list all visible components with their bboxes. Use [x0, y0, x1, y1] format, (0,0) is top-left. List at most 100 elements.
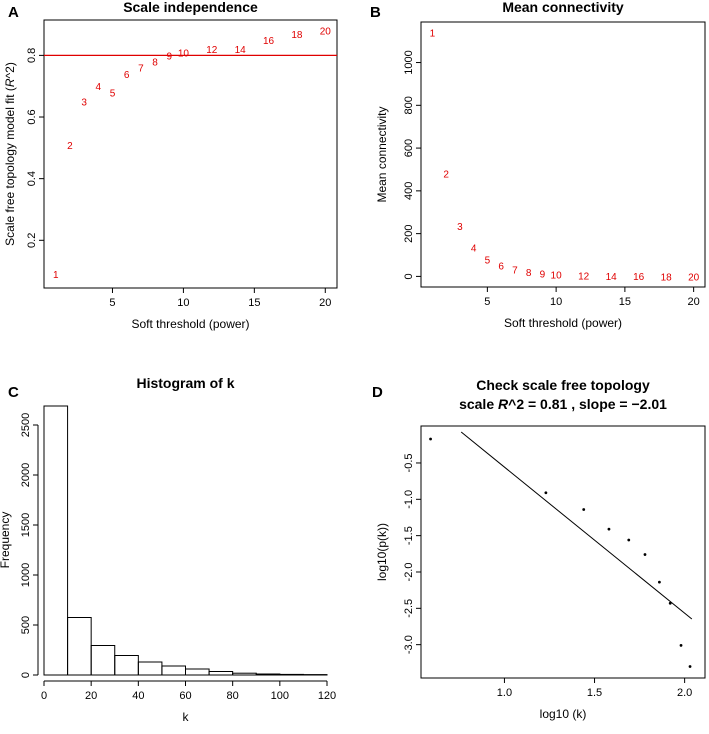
data-point: [688, 665, 692, 668]
power-label: 4: [471, 244, 477, 255]
y-tick-label: 600: [403, 139, 415, 157]
chart-subtitle: scale R^2 = 0.81 , slope = −2.01: [459, 396, 667, 412]
histogram-bar: [185, 668, 210, 676]
power-label: 3: [81, 98, 87, 109]
power-label: 4: [96, 82, 102, 93]
y-tick-label: 500: [20, 616, 32, 634]
panel-letter: D: [372, 384, 383, 401]
y-tick-label: 0: [403, 273, 415, 279]
y-axis-label: Frequency: [0, 512, 12, 569]
panel-letter: B: [370, 4, 381, 21]
y-tick-label: 2500: [20, 413, 32, 437]
x-tick-label: 15: [619, 296, 631, 308]
y-tick-label: -0.5: [403, 453, 415, 472]
power-label: 14: [606, 272, 618, 283]
power-label: 5: [110, 88, 116, 99]
histogram-bar: [43, 405, 69, 676]
histogram-bar: [67, 617, 92, 676]
histogram-bar: [90, 645, 116, 676]
x-tick-label: 1.5: [587, 687, 602, 699]
y-tick-label: 1000: [403, 50, 415, 74]
power-label: 2: [443, 170, 449, 181]
x-tick-label: 20: [688, 296, 700, 308]
data-point: [607, 527, 611, 531]
data-point: [582, 508, 586, 511]
y-tick-label: -3.0: [403, 635, 415, 654]
power-label: 18: [661, 272, 673, 283]
chart-title: Histogram of k: [136, 375, 234, 391]
text-part: ^2 = 0.81 , slope = −2.01: [508, 396, 667, 412]
chart-title: Check scale free topology: [476, 377, 650, 393]
plot-frame: [420, 425, 706, 679]
x-tick-label: 120: [318, 690, 336, 702]
y-tick-label: 0.4: [26, 171, 38, 186]
power-label: 10: [551, 271, 563, 282]
data-point: [643, 553, 647, 556]
power-label: 12: [206, 45, 218, 56]
data-point: [544, 491, 548, 495]
plot-frame: [420, 21, 706, 288]
power-label: 2: [67, 141, 73, 152]
x-axis-label: log10 (k): [540, 707, 587, 721]
y-tick-label: 0: [20, 672, 32, 678]
y-axis-label: log10(p(k)): [375, 523, 389, 581]
x-tick-label: 20: [85, 690, 97, 702]
y-tick-label: 0.8: [26, 48, 38, 63]
power-label: 16: [633, 272, 645, 283]
text-part: scale: [459, 396, 498, 412]
y-tick-label: -2.0: [403, 563, 415, 582]
power-label: 3: [457, 222, 463, 233]
x-tick-label: 0: [41, 690, 47, 702]
x-axis-label: Soft threshold (power): [504, 316, 622, 330]
italic-r: R: [498, 396, 509, 412]
power-label: 16: [263, 36, 275, 47]
x-tick-label: 2.0: [677, 687, 692, 699]
panel-d: D Check scale free topology scale R^2 = 0.…: [372, 377, 706, 721]
x-tick-label: 10: [550, 296, 562, 308]
y-tick-label: 0.6: [26, 109, 38, 124]
data-point: [627, 538, 631, 542]
power-label: 20: [688, 272, 700, 283]
power-label: 9: [166, 51, 172, 62]
histogram-bar: [279, 673, 304, 676]
plot-frame: [43, 19, 338, 289]
power-label: 6: [498, 262, 504, 273]
histogram-bar: [161, 665, 187, 676]
chart-title: Scale independence: [123, 0, 258, 15]
histogram-bar: [114, 655, 139, 676]
histogram-bar: [255, 673, 281, 676]
power-label: 14: [235, 45, 247, 56]
y-axis-label: Scale free topology model fit (R^2): [3, 62, 17, 246]
power-label: 1: [53, 270, 59, 281]
y-tick-label: -2.5: [403, 599, 415, 618]
y-tick-label: 1500: [20, 513, 32, 537]
x-tick-label: 20: [319, 297, 331, 309]
x-tick-label: 5: [484, 296, 490, 308]
power-label: 1: [430, 29, 436, 40]
data-point: [429, 437, 432, 441]
power-label: 9: [540, 270, 546, 281]
power-label: 5: [485, 255, 491, 266]
x-axis-label: k: [183, 710, 190, 724]
x-tick-label: 40: [132, 690, 144, 702]
y-tick-label: 400: [403, 182, 415, 200]
power-label: 7: [138, 64, 144, 75]
x-tick-label: 60: [179, 690, 191, 702]
histogram-bar: [208, 671, 234, 676]
power-label: 8: [526, 268, 532, 279]
histogram-bar: [232, 672, 257, 676]
power-label: 8: [152, 58, 158, 69]
power-label: 20: [320, 27, 332, 38]
y-tick-label: 200: [403, 224, 415, 242]
y-tick-label: 0.2: [26, 233, 38, 248]
x-tick-label: 5: [109, 297, 115, 309]
text-part: ^2): [3, 62, 17, 78]
power-label: 10: [178, 48, 190, 59]
x-tick-label: 15: [248, 297, 260, 309]
y-tick-label: -1.5: [403, 526, 415, 545]
power-label: 6: [124, 70, 130, 81]
fit-line: [460, 431, 693, 620]
chart-title: Mean connectivity: [502, 0, 624, 15]
x-tick-label: 10: [177, 297, 189, 309]
data-point: [658, 580, 661, 584]
